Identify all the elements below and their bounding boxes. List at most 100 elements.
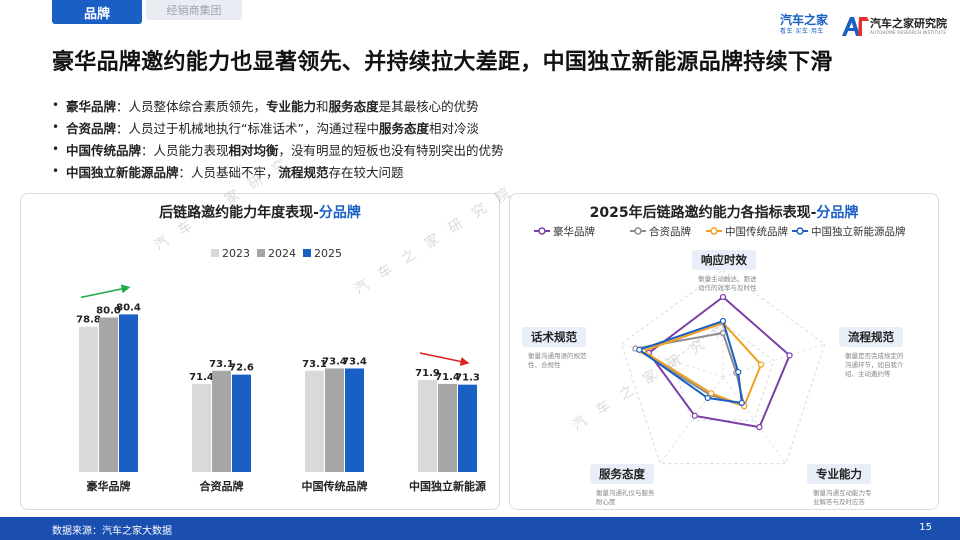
radar-axis-label-box [522,327,586,347]
radar-axis-label: 响应时效 [701,253,747,267]
trend-arrow-up [80,284,131,299]
bar-value-label: 73.1 [302,359,327,370]
legend-marker [538,227,546,235]
radar-chart-title-highlight: 分品牌 [816,205,859,221]
radar-chart-title-text: 2025年后链路邀约能力各指标表现- [589,205,817,221]
bullet-text: ：人员整体综合素质领先， [116,98,267,114]
legend-label: 2023 [222,247,250,260]
bullet-text: 是其最核心的优势 [378,98,479,114]
data-source: 数据来源：汽车之家大数据 [52,526,172,537]
research-institute-mark-icon [842,17,869,36]
legend-label: 合资品牌 [649,225,691,238]
research-institute-logo: 汽车之家研究院 AUTOHOME RESEARCH INSTITUTE [840,12,952,40]
bar-value-label: 71.9 [415,368,440,379]
radar-axis-line [722,376,787,464]
radar-axis-description: 衡量沟通用语的规范性、合规性 [528,351,587,369]
radar-series-line [632,331,746,408]
radar-point [704,394,711,402]
category-label: 合资品牌 [200,479,244,493]
bar-value-label: 73.4 [342,356,367,367]
bar [79,326,98,472]
radar-axis-label-box [692,250,756,270]
bullet-item: • 合资品牌 ：人员过于机械地执行“标准话术”，沟通过程中 服务态度 相对冷淡 [52,116,652,138]
legend-marker [796,227,804,235]
bullet-label: 合资品牌 [66,120,117,136]
radar-axis-label-box [839,327,903,347]
category-label: 豪华品牌 [87,479,131,493]
bar-value-label: 72.6 [229,363,254,374]
bullet-label: 中国传统品牌 [66,142,142,158]
radar-axis-label: 专业能力 [816,467,862,481]
radar-point [691,412,698,419]
bar-chart-title-highlight: 分品牌 [318,205,361,221]
bar-chart-title: 后链路邀约能力年度表现-分品牌 [21,202,499,222]
bullet-emphasis: 流程规范 [278,164,329,180]
bar-value-label: 73.4 [322,356,347,367]
bar [305,370,324,472]
radar-point [786,352,793,359]
research-institute-logo-text: 汽车之家研究院 [870,16,947,30]
legend-marker [710,227,718,235]
bullet-label: 中国独立新能源品牌 [66,164,179,180]
legend-label: 豪华品牌 [553,225,595,238]
radar-point [636,346,643,353]
bullet-emphasis: 服务态度 [328,98,379,114]
bar [99,317,118,472]
category-label: 中国独立新能源 [409,479,486,493]
tab-dealer-group[interactable]: 经销商集团 [146,0,242,20]
bar-chart-panel: 后链路邀约能力年度表现-分品牌 2023 2024 2025 78.8 80.0 80.4… [20,193,500,510]
bullet-text: 和 [316,98,329,114]
radar-series-line [640,321,763,408]
bar-value-label: 71.3 [455,373,480,384]
legend-swatch [257,249,265,257]
radar-axis-label: 话术规范 [531,330,577,344]
radar-axis-label: 流程规范 [848,330,894,344]
radar-point [708,390,715,397]
bullet-text: 相对冷淡 [428,120,479,136]
trend-arrow-down [419,352,470,366]
bullet-text: ：人员基础不牢， [178,164,279,180]
bar-value-label: 80.4 [116,302,141,313]
bar-value-label: 71.4 [189,372,214,383]
bullet-emphasis: 专业能力 [266,98,317,114]
bar-value-label: 71.4 [435,372,460,383]
radar-grid-ring [620,269,826,465]
bar [345,368,364,472]
bar [212,370,231,472]
bullet-emphasis: 服务态度 [378,120,429,136]
radar-point [756,424,763,431]
legend-label: 2024 [268,247,296,260]
radar-axis-description: 衡量沟通礼仪与服务耐心度 [596,488,655,506]
legend-swatch [211,249,219,257]
bar [458,384,477,472]
radar-point [719,293,727,301]
legend-marker [634,227,642,235]
autohome-logo-text: 汽车之家 [780,13,829,27]
legend-label: 中国独立新能源品牌 [811,225,906,238]
radar-series-line [637,319,743,405]
bullet-text: ，没有明显的短板也没有特别突出的优势 [278,142,504,158]
bar-value-label: 80.0 [96,305,121,316]
bullet-list: • 豪华品牌 ：人员整体综合素质领先， 专业能力和服务态度 是其最核心的优势 • 合资品牌：… [52,94,652,182]
footer: 数据来源：汽车之家大数据 15 [0,517,960,540]
page-number: 15 [919,522,932,533]
bar [192,383,211,472]
bullet-dot: • [52,142,60,156]
bullet-dot: • [52,120,60,134]
bar [325,368,344,472]
radar-chart-panel: 2025年后链路邀约能力各指标表现-分品牌 豪华品牌 合资品牌 中国传统品牌 中国独立… [509,193,939,510]
tab-brand[interactable]: 品牌 [52,0,142,24]
bar [119,314,138,472]
radar-axis-description: 衡量沟通互动能力专业解答与及时应答 [813,488,872,506]
bullet-text: ：人员过于机械地执行“标准话术”，沟通过程中 [116,120,379,136]
bar-value-label: 73.1 [209,359,234,370]
radar-series-line [647,295,791,429]
legend-label: 中国传统品牌 [725,225,788,238]
radar-chart-title: 2025年后链路邀约能力各指标表现-分品牌 [510,202,938,222]
radar-chart: 豪华品牌 合资品牌 中国传统品牌 中国独立新能源品牌响应时效衡量主动触达、跟进动作的效… [522,225,906,506]
radar-point [757,361,765,368]
bar-value-label: 78.8 [76,315,101,326]
